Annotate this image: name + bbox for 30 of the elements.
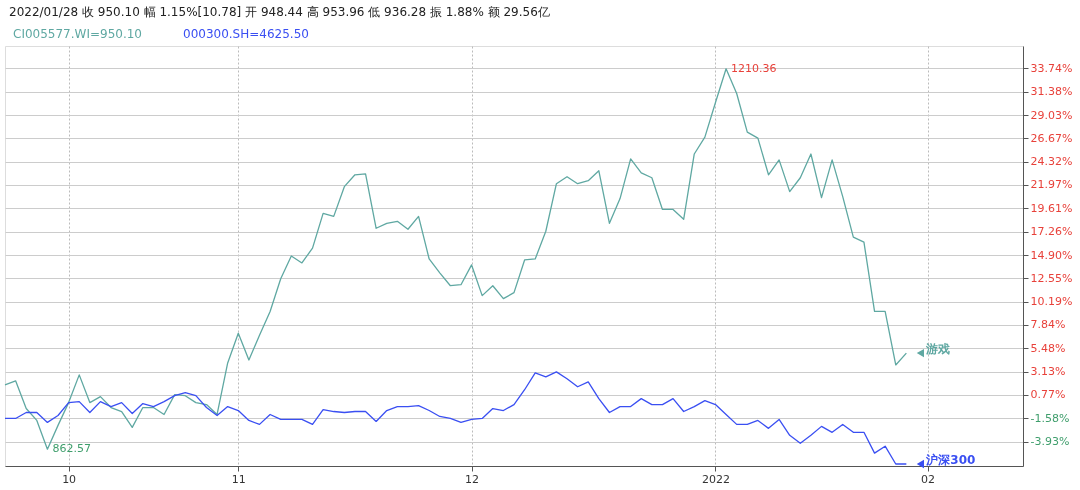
y-tick-label: 24.32% bbox=[1030, 155, 1073, 169]
y-tick-label: 7.84% bbox=[1030, 318, 1066, 332]
chart-title: 2022/01/28 收 950.10 幅 1.15%[10.78] 开 948.44 高 953.96 低 936.28 振 1.88% 额 29.56亿 bbox=[9, 5, 550, 19]
text: 000300.SH=4625.50 bbox=[183, 27, 309, 41]
y-tick-label: 26.67% bbox=[1030, 131, 1073, 145]
y-tick-label: -3.93% bbox=[1030, 435, 1070, 449]
y-tick-label: 14.90% bbox=[1030, 248, 1073, 262]
x-tick-label: 11 bbox=[231, 472, 246, 486]
y-tick-label: 33.74% bbox=[1030, 61, 1073, 75]
legend-label: 游戏 bbox=[925, 342, 951, 357]
x-tick-label: 02 bbox=[921, 472, 936, 486]
y-tick-label: 3.13% bbox=[1030, 365, 1066, 379]
y-tick-label: -1.58% bbox=[1030, 411, 1070, 425]
x-tick-label: 10 bbox=[62, 472, 77, 486]
text: CI005577.WI=950.10 bbox=[13, 27, 142, 41]
legend-label: 沪深300 bbox=[925, 453, 976, 468]
x-tick-label: 12 bbox=[465, 472, 480, 486]
y-tick-label: 5.48% bbox=[1030, 341, 1066, 355]
y-tick-label: 29.03% bbox=[1030, 108, 1073, 122]
annotation: 1210.36 bbox=[731, 61, 777, 75]
y-tick-label: 17.26% bbox=[1030, 225, 1073, 239]
y-tick-label: 31.38% bbox=[1030, 85, 1073, 99]
line-series bbox=[4, 371, 907, 465]
y-tick-label: 19.61% bbox=[1030, 201, 1073, 215]
y-tick-label: 21.97% bbox=[1030, 178, 1073, 192]
y-tick-label: 10.19% bbox=[1030, 295, 1073, 309]
annotation: 862.57 bbox=[52, 442, 91, 456]
y-tick-label: 12.55% bbox=[1030, 271, 1073, 285]
y-tick-label: 0.77% bbox=[1030, 388, 1066, 402]
x-tick-label: 2022 bbox=[701, 472, 730, 486]
